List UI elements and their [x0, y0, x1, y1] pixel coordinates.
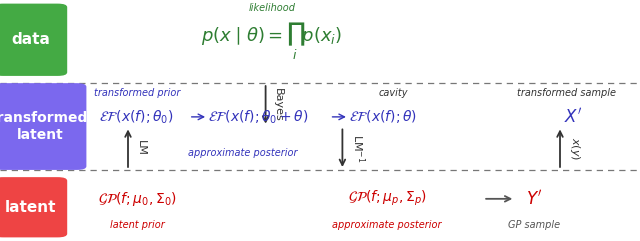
Text: $x(y)$: $x(y)$: [568, 137, 582, 160]
Text: GP sample: GP sample: [508, 220, 561, 230]
Text: $\mathcal{EF}(x(f);\theta)$: $\mathcal{EF}(x(f);\theta)$: [349, 108, 417, 125]
Text: LM: LM: [136, 140, 146, 156]
Text: $\mathcal{GP}(f;\mu_p, \Sigma_p)$: $\mathcal{GP}(f;\mu_p, \Sigma_p)$: [348, 189, 427, 208]
Text: LM$^{-1}$: LM$^{-1}$: [350, 134, 367, 162]
FancyBboxPatch shape: [0, 177, 67, 237]
FancyBboxPatch shape: [0, 83, 86, 170]
Text: cavity: cavity: [379, 88, 408, 98]
Text: $p(x \mid \theta) = \prod_i p(x_i)$: $p(x \mid \theta) = \prod_i p(x_i)$: [202, 20, 342, 61]
Text: transformed sample: transformed sample: [517, 88, 616, 98]
Text: transformed
latent: transformed latent: [0, 111, 89, 142]
Text: approximate posterior: approximate posterior: [332, 220, 442, 230]
Text: likelihood: likelihood: [248, 3, 296, 13]
Text: approximate posterior: approximate posterior: [188, 148, 298, 158]
Text: transformed prior: transformed prior: [95, 88, 180, 98]
Text: $\mathcal{EF}(x(f);\theta_0)$: $\mathcal{EF}(x(f);\theta_0)$: [99, 108, 174, 126]
FancyBboxPatch shape: [0, 4, 67, 76]
Text: latent: latent: [4, 200, 56, 215]
Text: $\mathcal{EF}(x(f);\theta_0+\theta)$: $\mathcal{EF}(x(f);\theta_0+\theta)$: [208, 108, 308, 126]
Text: $Y'$: $Y'$: [526, 189, 543, 208]
Text: $\mathcal{GP}(f;\mu_0, \Sigma_0)$: $\mathcal{GP}(f;\mu_0, \Sigma_0)$: [98, 190, 177, 208]
Text: $X'$: $X'$: [564, 107, 582, 126]
Text: Bayes: Bayes: [273, 88, 284, 122]
Text: data: data: [11, 32, 50, 47]
Text: latent prior: latent prior: [110, 220, 165, 230]
